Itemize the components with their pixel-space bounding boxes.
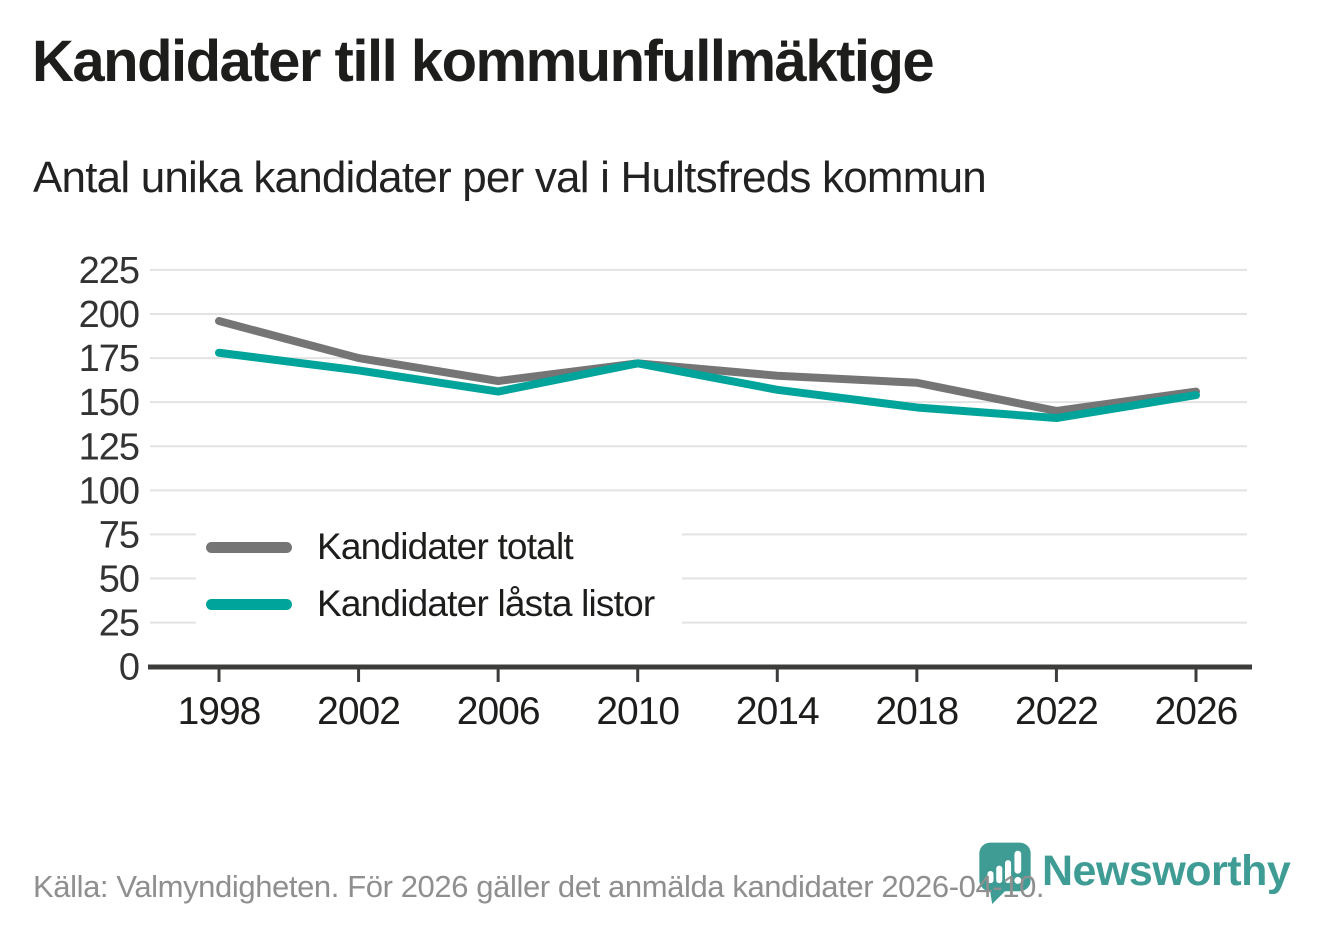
logo-exclamation-bar bbox=[1014, 850, 1022, 874]
y-axis-label-225: 225 bbox=[79, 250, 139, 292]
y-axis-label-0: 0 bbox=[119, 647, 139, 689]
x-axis-label-2002: 2002 bbox=[317, 690, 400, 733]
y-axis-label-175: 175 bbox=[79, 338, 139, 380]
page-title: Kandidater till kommunfullmäktige bbox=[32, 29, 935, 94]
x-axis-label-2006: 2006 bbox=[457, 690, 540, 733]
y-axis-label-50: 50 bbox=[99, 559, 139, 601]
x-axis-label-2014: 2014 bbox=[736, 690, 819, 733]
logo-bar-large bbox=[1005, 860, 1012, 884]
legend-item-kandidater-totalt: Kandidater totalt bbox=[206, 525, 654, 569]
logo-exclamation-dot bbox=[1014, 876, 1022, 884]
newsworthy-speech-bubble-barchart-icon bbox=[979, 842, 1031, 905]
legend-label-lasta-listor: Kandidater låsta listor bbox=[317, 583, 655, 624]
y-axis-label-25: 25 bbox=[99, 603, 139, 645]
y-axis-label-150: 150 bbox=[79, 382, 139, 424]
y-axis-label-100: 100 bbox=[79, 470, 139, 512]
x-axis-label-2018: 2018 bbox=[875, 690, 958, 733]
logo-bar-medium bbox=[996, 865, 1003, 884]
x-axis-label-1998: 1998 bbox=[178, 690, 261, 733]
chart-subtitle: Antal unika kandidater per val i Hultsfr… bbox=[33, 153, 987, 202]
legend-swatch-lasta-listor-line bbox=[206, 598, 292, 610]
legend-label-totalt: Kandidater totalt bbox=[317, 526, 574, 567]
newsworthy-logo-text: Newsworthy bbox=[1042, 847, 1291, 895]
y-axis-label-75: 75 bbox=[99, 514, 139, 556]
series-line-kandidater-lasta-listor bbox=[215, 348, 1200, 423]
x-axis-label-2026: 2026 bbox=[1155, 690, 1238, 733]
x-axis-label-2010: 2010 bbox=[596, 690, 679, 733]
y-axis-label-200: 200 bbox=[79, 294, 139, 336]
newsworthy-logo: Newsworthy bbox=[978, 841, 1291, 905]
x-axis-label-2022: 2022 bbox=[1015, 690, 1098, 733]
legend-item-kandidater-lasta-listor: Kandidater låsta listor bbox=[206, 582, 655, 626]
series-line-kandidater-totalt bbox=[215, 317, 1200, 415]
y-axis-label-125: 125 bbox=[79, 426, 139, 468]
chart-legend: Kandidater totalt Kandidater låsta listo… bbox=[196, 516, 683, 639]
legend-swatch-totalt-line bbox=[206, 541, 292, 553]
logo-bar-small bbox=[987, 870, 994, 884]
source-note: Källa: Valmyndigheten. För 2026 gäller d… bbox=[33, 869, 1045, 904]
